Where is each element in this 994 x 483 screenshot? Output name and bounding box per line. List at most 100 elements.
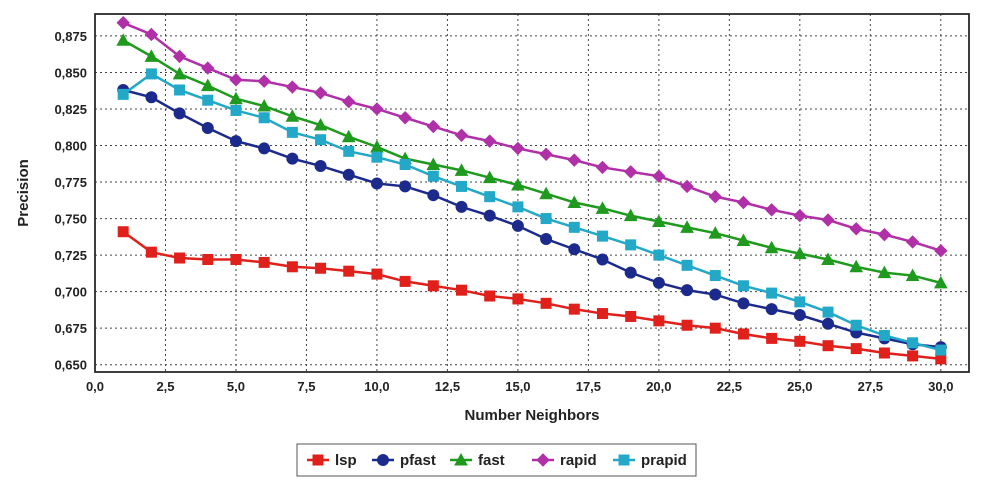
series-line-fast (122, 39, 942, 285)
data-point-pfast (427, 189, 440, 202)
legend-item-rapid: rapid (532, 452, 597, 469)
data-point-rapid (201, 61, 215, 75)
data-point-pfast (399, 180, 412, 193)
legend-label: lsp (335, 452, 357, 469)
data-point-rapid (539, 147, 553, 161)
data-point-pfast (370, 177, 383, 190)
legend-marker-lsp (312, 454, 324, 466)
data-point-rapid (483, 134, 497, 148)
data-point-lsp (653, 315, 665, 327)
legend-label: prapid (641, 452, 687, 469)
data-point-pfast (596, 253, 609, 266)
y-tick-label: 0,725 (54, 248, 87, 263)
data-point-prapid (653, 249, 665, 261)
data-point-lsp (399, 275, 411, 287)
data-point-fast (595, 201, 610, 214)
legend-item-lsp: lsp (307, 452, 357, 469)
data-point-prapid (456, 180, 468, 192)
data-point-fast (764, 240, 779, 254)
data-point-pfast (822, 317, 835, 330)
data-point-rapid (680, 179, 694, 194)
data-point-rapid (454, 128, 469, 142)
data-point-rapid (764, 203, 779, 217)
data-point-pfast (483, 209, 496, 222)
data-point-rapid (511, 141, 525, 156)
data-point-rapid (144, 27, 159, 42)
data-point-fast (792, 246, 807, 260)
y-tick-label: 0,850 (54, 65, 87, 80)
x-tick-label: 2,5 (156, 379, 174, 394)
data-point-rapid (426, 119, 441, 134)
data-point-rapid (257, 74, 271, 88)
legend-marker-fast (454, 452, 468, 466)
data-point-lsp (709, 322, 721, 334)
data-point-prapid (174, 84, 186, 96)
legend: lsp pfast fast rapid prapid (296, 443, 697, 477)
data-point-pfast (540, 233, 553, 246)
data-point-pfast (455, 200, 468, 213)
plot-area (94, 13, 970, 373)
data-point-fast (623, 208, 638, 222)
data-point-pfast (652, 276, 665, 289)
data-point-lsp (117, 226, 129, 238)
data-point-pfast (145, 91, 158, 104)
data-point-fast (285, 109, 300, 122)
data-point-lsp (230, 253, 242, 265)
x-tick-label: 22,5 (717, 379, 742, 394)
data-point-prapid (596, 230, 608, 242)
data-point-rapid (652, 169, 666, 183)
data-point-lsp (794, 335, 806, 347)
data-point-pfast (314, 159, 327, 172)
series-layer (116, 16, 948, 365)
y-tick-label: 0,750 (54, 212, 87, 227)
data-point-pfast (511, 219, 524, 232)
y-tick-label: 0,875 (54, 29, 87, 44)
data-point-pfast (258, 142, 271, 155)
data-point-lsp (286, 261, 298, 273)
data-point-lsp (540, 297, 552, 309)
data-point-fast (849, 259, 864, 273)
x-tick-label: 0,0 (86, 379, 104, 394)
series-rapid (116, 16, 948, 258)
data-point-lsp (145, 246, 157, 258)
data-point-prapid (935, 344, 947, 356)
x-tick-label: 5,0 (227, 379, 245, 394)
data-point-lsp (850, 343, 862, 355)
data-point-prapid (568, 221, 580, 233)
data-point-lsp (202, 253, 214, 265)
data-point-prapid (709, 270, 721, 282)
data-point-pfast (681, 284, 694, 297)
data-point-prapid (794, 296, 806, 308)
data-point-prapid (343, 145, 355, 157)
data-point-pfast (765, 303, 778, 316)
data-point-prapid (484, 191, 496, 203)
series-fast (116, 33, 948, 289)
data-point-pfast (342, 168, 355, 181)
data-point-prapid (766, 287, 778, 299)
legend-marker-prapid (618, 454, 630, 466)
data-point-rapid (934, 244, 948, 258)
data-point-prapid (878, 329, 890, 341)
x-tick-label: 10,0 (364, 379, 389, 394)
data-point-rapid (172, 49, 187, 64)
data-point-lsp (878, 347, 890, 359)
legend-label: fast (478, 452, 505, 469)
data-point-fast (933, 275, 948, 289)
data-point-lsp (484, 290, 496, 302)
data-point-lsp (822, 340, 834, 352)
data-point-fast (454, 163, 469, 176)
legend-label: rapid (560, 452, 597, 469)
data-point-lsp (737, 328, 749, 340)
data-point-lsp (371, 268, 383, 280)
data-point-fast (511, 177, 525, 191)
legend-marker-rapid (536, 453, 550, 467)
data-point-fast (708, 226, 723, 239)
data-point-rapid (821, 213, 835, 227)
series-prapid (117, 68, 947, 356)
x-tick-label: 12,5 (435, 379, 460, 394)
legend-marker-pfast (377, 454, 389, 466)
data-point-pfast (568, 243, 581, 256)
data-point-rapid (342, 94, 356, 109)
y-tick-label: 0,775 (54, 175, 87, 190)
data-point-lsp (343, 265, 355, 277)
